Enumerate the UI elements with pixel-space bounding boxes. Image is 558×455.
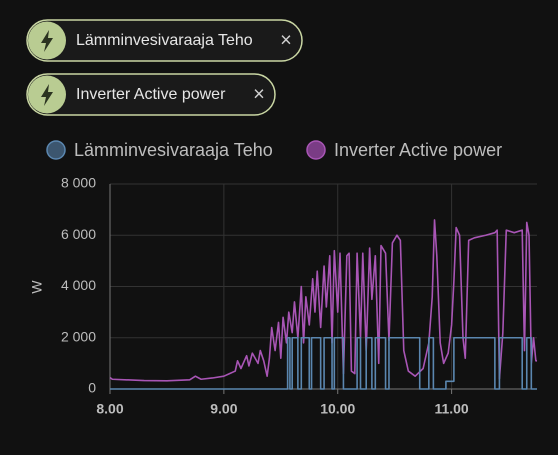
x-tick-label: 9.00: [210, 401, 237, 417]
y-axis-label: W: [29, 280, 45, 294]
y-tick-label: 0: [88, 380, 96, 396]
y-tick-label: 2 000: [61, 328, 96, 344]
series-line: [109, 219, 537, 382]
chip-label: Lämminvesivaraaja Teho: [76, 32, 253, 49]
chip-remove[interactable]: ×: [280, 29, 292, 51]
y-tick-label: 4 000: [61, 277, 96, 293]
chip-icon: [41, 30, 53, 52]
legend-label[interactable]: Inverter Active power: [334, 140, 502, 160]
chip-outline: [26, 73, 276, 116]
x-tick-label: 10.00: [320, 401, 355, 417]
chip-label: Inverter Active power: [76, 86, 226, 103]
x-tick-label: 11.00: [434, 401, 468, 417]
x-tick-label: 8.00: [96, 401, 123, 417]
series-line: [110, 336, 537, 390]
chip-icon: [41, 84, 53, 106]
legend-swatch[interactable]: [46, 140, 66, 160]
chip-remove[interactable]: ×: [253, 83, 265, 105]
filter-chip: Lämminvesivaraaja Teho ×: [26, 19, 303, 62]
filter-chip: Inverter Active power ×: [26, 73, 276, 116]
y-tick-label: 8 000: [61, 175, 96, 191]
chip-outline: [26, 19, 303, 62]
y-tick-label: 6 000: [61, 226, 96, 242]
legend-swatch[interactable]: [306, 140, 326, 160]
legend-label[interactable]: Lämminvesivaraaja Teho: [74, 140, 273, 160]
